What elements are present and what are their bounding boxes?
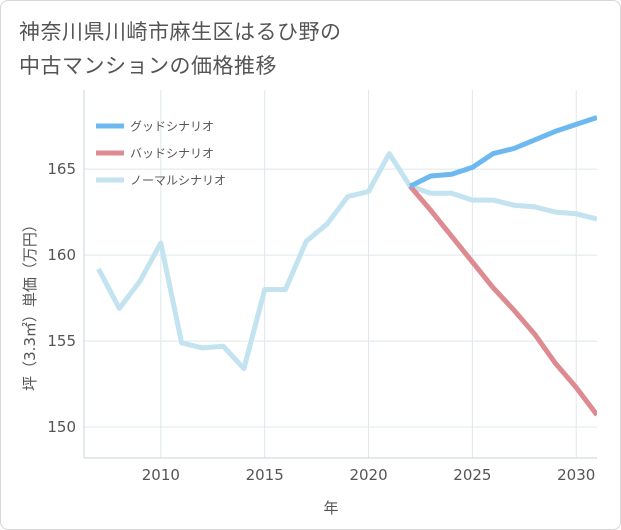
x-axis-title: 年: [323, 499, 338, 517]
legend-label-2: ノーマルシナリオ: [130, 174, 226, 188]
x-tick-label-2025: 2025: [453, 466, 491, 484]
chart-title-line1: 神奈川県川崎市麻生区はるひ野の: [19, 20, 342, 44]
series-line-2: [96, 151, 597, 372]
y-tick-label-165: 165: [47, 160, 76, 178]
x-tick-label-2010: 2010: [142, 466, 180, 484]
chart-title: 神奈川県川崎市麻生区はるひ野の 中古マンションの価格推移: [19, 15, 579, 83]
y-axis-title: 坪（3.3㎡）単価（万円）: [21, 217, 39, 391]
x-tick-label-2030: 2030: [557, 466, 595, 484]
y-tick-label-155: 155: [47, 332, 76, 350]
y-tick-label-150: 150: [47, 418, 76, 436]
axes: 2010 2015 2020 2025 2030 150 155 160 165: [47, 90, 597, 484]
series: [96, 115, 597, 417]
legend-label-0: グッドシナリオ: [130, 120, 214, 134]
grid: [84, 90, 597, 458]
y-tick-label-160: 160: [47, 246, 76, 264]
x-tick-label-2015: 2015: [246, 466, 284, 484]
x-tick-label-2020: 2020: [349, 466, 387, 484]
series-line-1: [408, 184, 597, 417]
legend-label-1: バッドシナリオ: [130, 147, 214, 161]
series-line-0: [408, 115, 597, 189]
chart-title-line2: 中古マンションの価格推移: [19, 54, 277, 78]
